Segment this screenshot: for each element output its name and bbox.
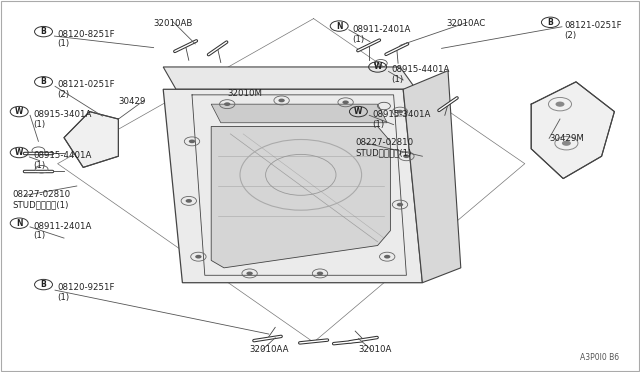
Text: 08911-2401A: 08911-2401A — [33, 222, 92, 231]
Text: W: W — [354, 107, 363, 116]
Circle shape — [186, 199, 192, 203]
Circle shape — [397, 203, 403, 206]
Text: W: W — [15, 148, 24, 157]
Text: 08915-4401A: 08915-4401A — [33, 151, 92, 160]
Polygon shape — [163, 89, 422, 283]
Circle shape — [403, 154, 410, 158]
Text: (1): (1) — [58, 293, 70, 302]
Text: 08121-0251F: 08121-0251F — [564, 21, 622, 30]
Circle shape — [195, 255, 202, 259]
Circle shape — [562, 141, 571, 146]
Text: 08121-0251F: 08121-0251F — [58, 80, 115, 89]
Text: 08227-02810: 08227-02810 — [13, 190, 71, 199]
Polygon shape — [163, 67, 416, 89]
Text: 08227-02810: 08227-02810 — [355, 138, 413, 147]
Text: STUDスタッド(1): STUDスタッド(1) — [355, 148, 412, 157]
Text: (1): (1) — [33, 161, 45, 170]
Circle shape — [278, 99, 285, 102]
Text: (1): (1) — [58, 39, 70, 48]
Circle shape — [384, 255, 390, 259]
Text: 08915-4401A: 08915-4401A — [392, 65, 450, 74]
Text: 08120-9251F: 08120-9251F — [58, 283, 115, 292]
Polygon shape — [531, 82, 614, 179]
Circle shape — [397, 110, 403, 113]
Text: 30429M: 30429M — [549, 134, 584, 143]
Text: B: B — [41, 27, 46, 36]
Circle shape — [556, 102, 564, 107]
Text: N: N — [336, 22, 342, 31]
Text: B: B — [548, 18, 553, 27]
Text: B: B — [41, 77, 46, 86]
Text: 32010AC: 32010AC — [447, 19, 486, 28]
Text: W: W — [15, 107, 24, 116]
Text: 08120-8251F: 08120-8251F — [58, 30, 115, 39]
Polygon shape — [64, 112, 118, 167]
Text: (1): (1) — [33, 231, 45, 240]
Text: 32010AA: 32010AA — [250, 345, 289, 354]
Circle shape — [317, 272, 323, 275]
Text: (2): (2) — [564, 31, 577, 40]
Text: (1): (1) — [372, 120, 385, 129]
Circle shape — [224, 102, 230, 106]
Text: W: W — [373, 62, 382, 71]
Text: 32010M: 32010M — [227, 89, 262, 98]
Circle shape — [246, 272, 253, 275]
Polygon shape — [403, 71, 461, 283]
Text: B: B — [41, 280, 46, 289]
Circle shape — [189, 140, 195, 143]
Text: (1): (1) — [33, 120, 45, 129]
Text: 08915-3401A: 08915-3401A — [33, 110, 92, 119]
Text: 30429: 30429 — [118, 97, 146, 106]
Text: STUDスタッド(1): STUDスタッド(1) — [13, 200, 69, 209]
Text: 32010A: 32010A — [358, 345, 392, 354]
Polygon shape — [211, 126, 390, 268]
Text: 08911-2401A: 08911-2401A — [352, 25, 410, 34]
Text: (1): (1) — [392, 75, 404, 84]
Text: (1): (1) — [352, 35, 364, 44]
Polygon shape — [211, 104, 387, 123]
Text: N: N — [16, 219, 22, 228]
Text: 32010AB: 32010AB — [154, 19, 193, 28]
Text: 08915-3401A: 08915-3401A — [372, 110, 431, 119]
Text: (2): (2) — [58, 90, 70, 99]
Text: A3P0I0 B6: A3P0I0 B6 — [580, 353, 620, 362]
Circle shape — [342, 100, 349, 104]
